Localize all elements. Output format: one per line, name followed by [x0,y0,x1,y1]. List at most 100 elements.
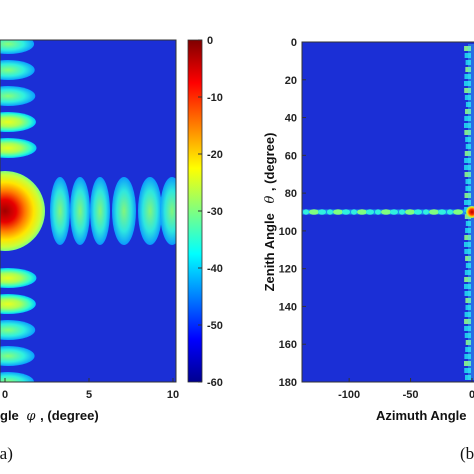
cut-lobe [429,209,439,215]
cut-lobe [327,209,333,215]
panel-a-xlabel: gle φ , (degree) [0,408,99,424]
y-tick-label: 100 [279,226,297,238]
beam-cell [464,214,471,219]
beam-cell [465,67,471,72]
colorbar-tick-label: -40 [207,263,223,275]
beam-cell [465,263,471,268]
beam-cell [464,95,471,100]
beam-cell [464,284,471,289]
beam-cell [464,81,471,86]
x-tick-label: -50 [403,389,419,401]
sidelobe [0,60,35,80]
beam-cell [464,88,471,93]
sidelobe [0,40,35,54]
beam-cell [464,46,471,51]
colorbar-tick-label: -60 [207,377,223,389]
sidelobe [90,177,110,245]
cut-lobe [453,209,463,215]
beam-cell [465,60,471,65]
beam-cell [464,249,471,254]
beam-cell [464,172,471,177]
beam-cell [464,291,471,296]
panel-a-label: (a) [0,444,13,463]
beam-cell [465,375,471,380]
cut-lobe [381,209,391,215]
colorbar-tick-label: -30 [207,206,223,218]
y-tick-label: 20 [285,75,297,87]
x-tick-label: 5 [86,389,92,401]
panel-b: 0 20 40 60 80 100 120 140 160 180 -100 -50 0 Zenith… [262,37,474,463]
beam-cell [464,242,471,247]
sidelobe-row [50,177,176,245]
beam-cell [464,74,471,79]
beam-cell [465,109,471,114]
beam-cell [464,277,471,282]
panel-a: 0 5 10 gle φ , (degree) (a) 0 -10 -20 -30 -40 -… [0,35,223,463]
panel-a-frame [0,39,177,383]
sidelobe [0,294,36,314]
cut-lobe [447,209,453,215]
sidelobe [0,86,36,106]
cut-lobe [309,209,319,215]
sidelobe [0,372,34,382]
beam-cell [464,319,471,324]
sidelobe [0,346,35,366]
sidelobe [138,177,162,245]
beam-cell [464,130,471,135]
beam-cell [465,179,471,184]
panel-b-heatmap [302,44,474,380]
panel-a-heatmap [0,40,176,382]
beam-cell [464,326,471,331]
y-tick-label: 40 [285,113,297,125]
cut-lobe [405,209,415,215]
colorbar-tick-label: -10 [207,92,223,104]
sidelobe [112,177,136,245]
panel-b-y-ticks: 0 20 40 60 80 100 120 140 160 180 [279,37,306,389]
cut-lobe [423,209,429,215]
sidelobe [0,138,37,158]
y-tick-label: 140 [279,301,297,313]
colorbar-tick-label: -20 [207,149,223,161]
cut-lobe [438,209,446,215]
cut-lobe [366,209,374,215]
y-tick-label: 0 [291,37,297,49]
beam-cell [464,312,471,317]
x-tick-label: 0 [469,389,474,401]
beam-cell [464,361,471,366]
beam-cell [465,340,471,345]
panel-b-xlabel: Azimuth Angle [376,408,467,423]
beam-cell [464,368,471,373]
x-tick-label: 10 [167,389,179,401]
panel-b-ylabel: Zenith Angle θ , (degree) [262,133,278,292]
beam-cell [465,256,471,261]
beam-cell [465,347,471,352]
panel-b-frame [301,41,474,383]
beam-cell [464,270,471,275]
beam-cell [465,144,471,149]
colorbar-tick-label: 0 [207,35,213,47]
beam-cell [465,298,471,303]
beam-cell [465,228,471,233]
beam-cell [465,137,471,142]
main-beam [466,206,474,218]
beam-cell [465,305,471,310]
sidelobe [0,268,37,288]
cut-lobe [342,209,350,215]
sidelobe-column [0,40,37,382]
beam-cell [464,165,471,170]
y-tick-label: 80 [285,188,297,200]
y-tick-label: 120 [279,264,297,276]
beam-cell [464,193,471,198]
main-lobe [0,171,45,251]
cut-lobe [414,209,422,215]
y-tick-label: 180 [279,377,297,389]
cut-lobe [390,209,398,215]
zenith-cut-row [302,209,474,215]
colorbar-tick-label: -50 [207,320,223,332]
cut-lobe [351,209,357,215]
beam-cell [464,53,471,58]
cut-lobe [399,209,405,215]
beam-cell [465,221,471,226]
beam-cell [465,102,471,107]
